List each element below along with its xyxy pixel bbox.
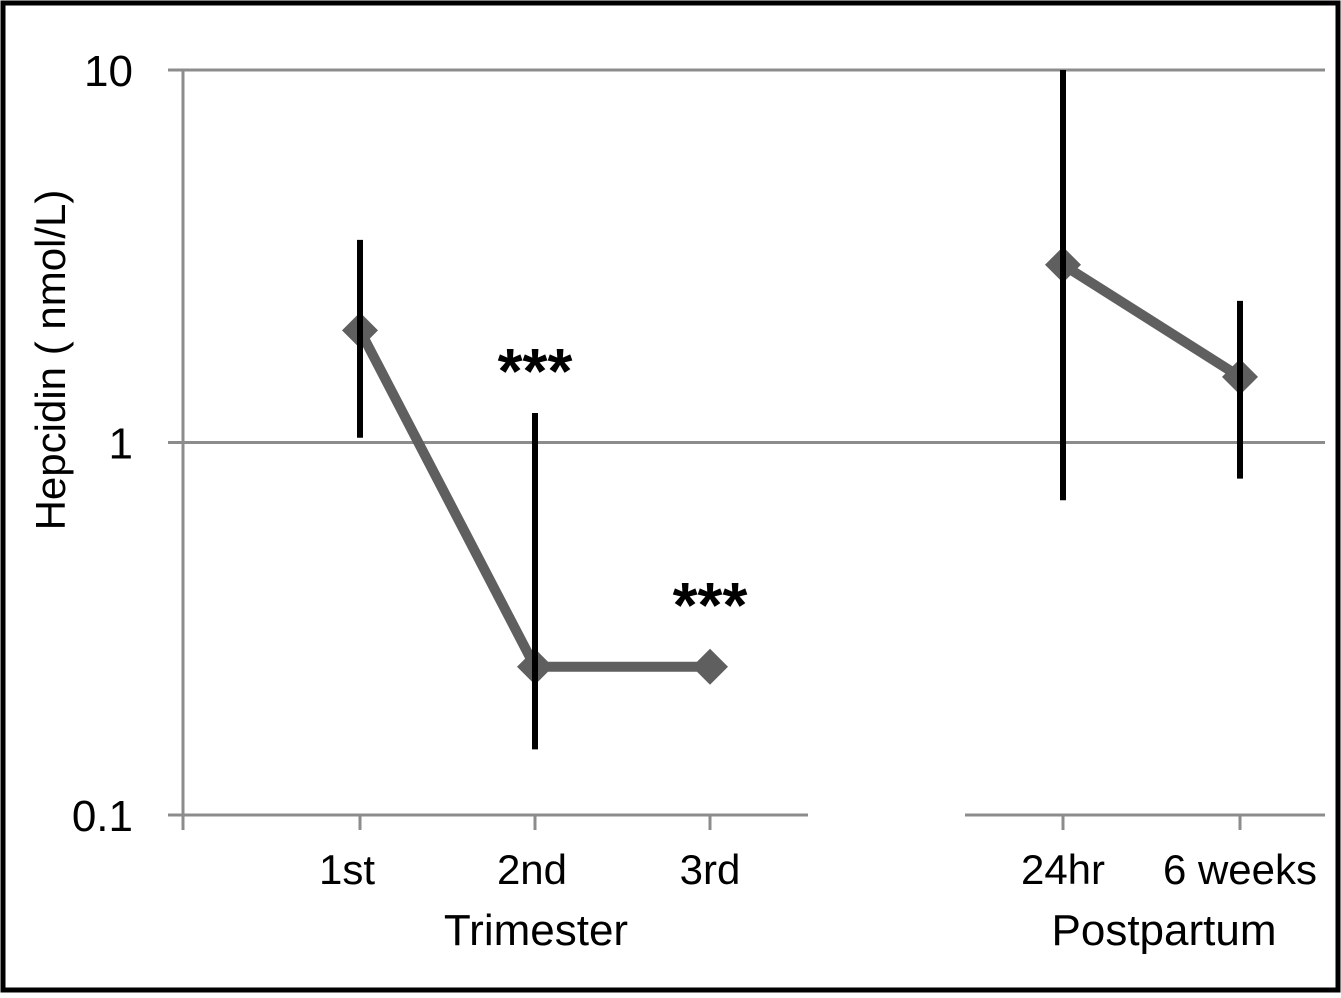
- y-tick-label: 1: [109, 420, 133, 469]
- group-label: Postpartum: [1052, 906, 1277, 955]
- data-point: [692, 648, 728, 685]
- x-tick-label: 6 weeks: [1163, 846, 1317, 893]
- y-tick-labels: 0.1 1 10: [72, 47, 133, 841]
- x-tick-label: 2nd: [497, 846, 567, 893]
- x-tick-label: 24hr: [1021, 846, 1105, 893]
- group-label: Trimester: [444, 906, 628, 955]
- x-tick-label: 1st: [319, 846, 375, 893]
- x-tick-labels: 1st 2nd 3rd Trimester 24hr 6 weeks Postpartum: [319, 846, 1317, 955]
- series-line-postpartum: [1060, 260, 1243, 382]
- annotations: *** ***: [498, 335, 748, 641]
- significance-annotation: ***: [498, 335, 573, 407]
- significance-annotation: ***: [673, 569, 748, 641]
- gridlines: [168, 68, 1325, 444]
- y-axis-label: Hepcidin ( nmol/L): [27, 190, 74, 531]
- axes: [168, 68, 1325, 830]
- x-tick-label: 3rd: [680, 846, 741, 893]
- y-tick-label: 0.1: [72, 792, 133, 841]
- y-tick-label: 10: [84, 47, 133, 96]
- error-bars: [357, 70, 1243, 750]
